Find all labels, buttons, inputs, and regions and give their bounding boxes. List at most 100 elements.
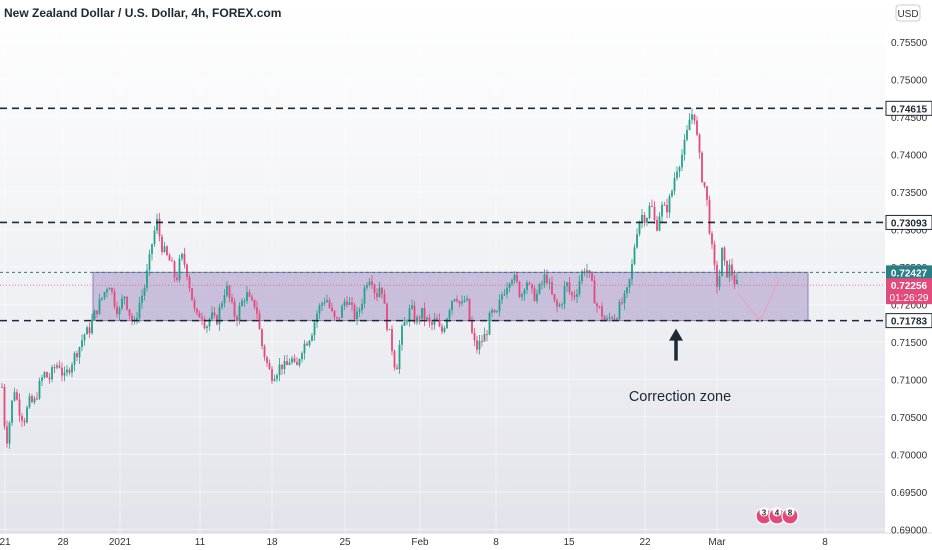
candle bbox=[248, 289, 251, 298]
candle bbox=[343, 298, 346, 310]
candle bbox=[331, 302, 333, 313]
candle bbox=[553, 293, 556, 303]
candle bbox=[658, 211, 661, 232]
candle bbox=[1, 383, 3, 388]
time-tick-label: 22 bbox=[639, 537, 651, 548]
candle bbox=[206, 324, 208, 333]
candle bbox=[516, 272, 518, 284]
candle bbox=[486, 329, 488, 342]
candle bbox=[146, 264, 148, 292]
candle bbox=[703, 181, 706, 189]
candle bbox=[113, 288, 116, 310]
candle bbox=[701, 151, 703, 184]
candle bbox=[451, 300, 453, 315]
candle bbox=[618, 299, 621, 321]
candle bbox=[401, 323, 403, 351]
candle bbox=[251, 294, 253, 302]
candle bbox=[678, 165, 681, 178]
time-tick-label: 15 bbox=[563, 537, 575, 548]
candle bbox=[533, 285, 536, 302]
candle bbox=[313, 320, 316, 341]
candle bbox=[406, 319, 408, 326]
price-tick-label: 0.72000 bbox=[891, 300, 928, 311]
candle bbox=[393, 349, 396, 371]
candle bbox=[263, 344, 266, 361]
candle bbox=[8, 420, 11, 449]
candle bbox=[168, 252, 171, 261]
candle bbox=[236, 314, 238, 327]
candle bbox=[93, 309, 96, 320]
candle bbox=[266, 355, 268, 367]
time-axis-labels: 21 28 2021 11 18 25 Feb 8 15 22 Mar 8 bbox=[0, 537, 828, 548]
currency-button[interactable]: USD bbox=[895, 4, 921, 22]
candle bbox=[53, 364, 56, 374]
candle bbox=[193, 297, 196, 313]
candle bbox=[156, 213, 158, 234]
candle bbox=[633, 243, 636, 266]
candle bbox=[6, 420, 8, 448]
candle bbox=[726, 260, 728, 279]
candle bbox=[58, 360, 61, 369]
candle bbox=[471, 316, 473, 335]
event-badge[interactable]: 3 bbox=[755, 507, 773, 525]
candle bbox=[36, 392, 38, 401]
candle bbox=[443, 325, 446, 334]
candle bbox=[713, 240, 716, 271]
candle bbox=[66, 365, 68, 377]
candle bbox=[663, 201, 666, 206]
candle bbox=[68, 367, 71, 376]
event-badge[interactable]: 4 bbox=[768, 507, 786, 525]
candle bbox=[101, 297, 103, 302]
candle bbox=[218, 303, 221, 331]
candle bbox=[138, 296, 141, 323]
candle bbox=[711, 230, 713, 250]
candle bbox=[98, 293, 101, 315]
candle bbox=[453, 298, 456, 303]
candle bbox=[116, 301, 118, 318]
candle bbox=[31, 393, 33, 404]
candle bbox=[686, 124, 688, 142]
candle bbox=[428, 313, 431, 328]
time-tick-label: 8 bbox=[493, 537, 499, 548]
candle bbox=[576, 288, 578, 303]
candle bbox=[278, 358, 281, 382]
candle bbox=[556, 298, 558, 313]
price-tag: 0.72427 bbox=[886, 265, 932, 280]
candle bbox=[158, 212, 161, 242]
countdown-value: 01:26:29 bbox=[890, 293, 929, 304]
candle bbox=[208, 317, 211, 331]
candle bbox=[166, 245, 168, 257]
candle bbox=[16, 388, 18, 401]
time-axis-background bbox=[0, 533, 932, 550]
event-badge[interactable]: 8 bbox=[781, 507, 799, 525]
correction-zone-label: Correction zone bbox=[629, 389, 731, 405]
candle bbox=[551, 276, 553, 296]
candle bbox=[283, 355, 286, 375]
candle bbox=[388, 329, 391, 331]
candle bbox=[641, 208, 643, 229]
candle bbox=[636, 228, 638, 249]
candle bbox=[591, 270, 593, 282]
candle bbox=[603, 314, 606, 321]
candle bbox=[273, 374, 276, 382]
time-tick-label: 18 bbox=[266, 537, 278, 548]
time-tick-label: Feb bbox=[411, 537, 429, 548]
candle bbox=[736, 273, 738, 285]
price-tick-label: 0.70000 bbox=[891, 450, 928, 461]
candle bbox=[656, 215, 658, 232]
candle bbox=[386, 302, 388, 332]
candle bbox=[378, 281, 381, 298]
price-tick-label: 0.70500 bbox=[891, 413, 928, 424]
candle bbox=[566, 281, 568, 292]
candle bbox=[341, 303, 343, 319]
candle bbox=[258, 310, 261, 330]
candle bbox=[56, 362, 58, 370]
candle bbox=[91, 313, 93, 335]
candle bbox=[26, 405, 28, 424]
candle bbox=[81, 334, 83, 352]
candle bbox=[466, 295, 468, 302]
candle bbox=[448, 308, 451, 322]
price-tick-label: 0.69000 bbox=[891, 525, 928, 536]
